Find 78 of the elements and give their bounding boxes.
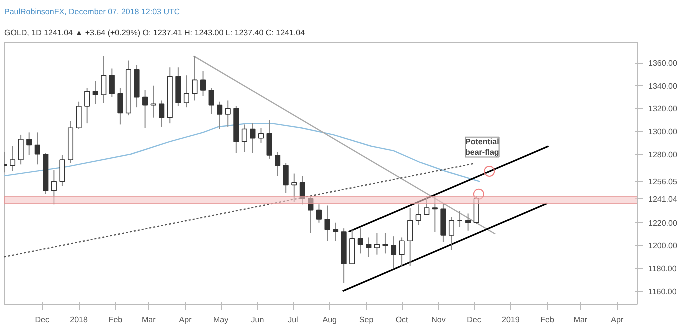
y-tick-label: 1300.00 — [648, 128, 678, 137]
x-tick-label: Jul — [288, 316, 299, 324]
candlestick — [159, 100, 165, 128]
candlestick — [408, 208, 414, 267]
y-tick-label: 1360.00 — [648, 59, 678, 68]
x-tick-label: Apr — [179, 316, 192, 324]
candlestick — [308, 196, 314, 234]
x-tick-label: Aug — [322, 316, 337, 324]
candlestick — [76, 101, 82, 130]
x-tick-label: Sep — [359, 316, 374, 324]
y-tick-label: 1320.00 — [648, 104, 678, 114]
candlestick — [51, 170, 57, 206]
candlestick — [184, 75, 190, 108]
candlestick — [92, 80, 98, 105]
candlestick — [366, 237, 372, 258]
x-tick-label: Nov — [432, 316, 446, 324]
candlestick — [333, 222, 339, 242]
candlestick — [208, 88, 214, 115]
x-tick-label: Mar — [142, 316, 156, 324]
y-tick-label: 1256.05 — [648, 178, 678, 187]
y-tick-label: 1220.00 — [648, 218, 678, 228]
candlestick — [84, 88, 90, 124]
chart-subtitle: GOLD, 1D 1241.04 ▲ +3.64 (+0.29%) O: 1237.41 H: 1243.00 L: 1237.40 C: 1241.04 — [4, 28, 306, 38]
candlestick — [324, 205, 330, 242]
candlestick — [142, 90, 148, 129]
candlestick — [118, 88, 124, 126]
candlestick — [474, 196, 480, 225]
candlestick — [300, 176, 306, 206]
chart-title: PaulRobinsonFX, December 07, 2018 12:03 UTC — [4, 8, 180, 16]
candlestick — [416, 204, 422, 226]
candlestick — [109, 68, 115, 98]
candlestick — [457, 210, 463, 228]
x-tick-label: Jun — [251, 316, 264, 324]
candlestick — [60, 155, 66, 187]
candlestick — [448, 216, 455, 251]
candlestick — [283, 163, 289, 194]
candlestick — [424, 196, 430, 216]
candlestick — [316, 204, 322, 224]
y-tick-label: 1160.00 — [648, 287, 678, 296]
y-tick-label: 1241.04 — [648, 194, 678, 204]
x-tick-label: Apr — [611, 316, 624, 324]
candlestick — [34, 132, 40, 166]
annotation: Potential bear-flag — [466, 137, 500, 158]
y-tick-label: 1280.00 — [648, 150, 678, 160]
x-tick-label: 2018 — [70, 316, 88, 324]
candlestick — [242, 124, 248, 153]
x-tick-label: Feb — [540, 316, 556, 324]
candlestick — [250, 123, 256, 154]
candlestick — [217, 101, 223, 130]
x-tick-label: Dec — [467, 316, 482, 324]
x-tick-label: 2019 — [502, 316, 520, 324]
candlestick — [225, 100, 231, 128]
candlestick — [399, 237, 405, 268]
x-tick-label: Oct — [396, 316, 410, 324]
candlestick — [432, 196, 438, 233]
candlestick — [266, 120, 272, 160]
y-tick-label: 1200.00 — [648, 242, 678, 251]
y-tick-label: 1180.00 — [648, 264, 678, 274]
candlestick — [101, 56, 107, 104]
candlestick — [200, 70, 206, 97]
candlestick — [391, 236, 397, 270]
y-tick-label: 1340.00 — [648, 82, 678, 91]
candlestick — [150, 85, 156, 118]
x-tick-label: Dec — [35, 316, 50, 324]
candlestick — [382, 232, 388, 254]
candlestick — [18, 134, 24, 166]
candlestick — [374, 232, 380, 256]
x-tick-label: May — [213, 316, 229, 324]
candlestick — [275, 152, 281, 177]
candlestick — [192, 56, 198, 102]
candlestick — [258, 128, 264, 144]
candlestick — [292, 173, 298, 203]
candlestick — [358, 228, 364, 254]
candlestick — [10, 146, 16, 172]
candlestick — [466, 213, 472, 232]
x-tick-label: Feb — [108, 316, 124, 324]
x-tick-label: Mar — [574, 316, 588, 324]
candlestick — [26, 132, 32, 156]
